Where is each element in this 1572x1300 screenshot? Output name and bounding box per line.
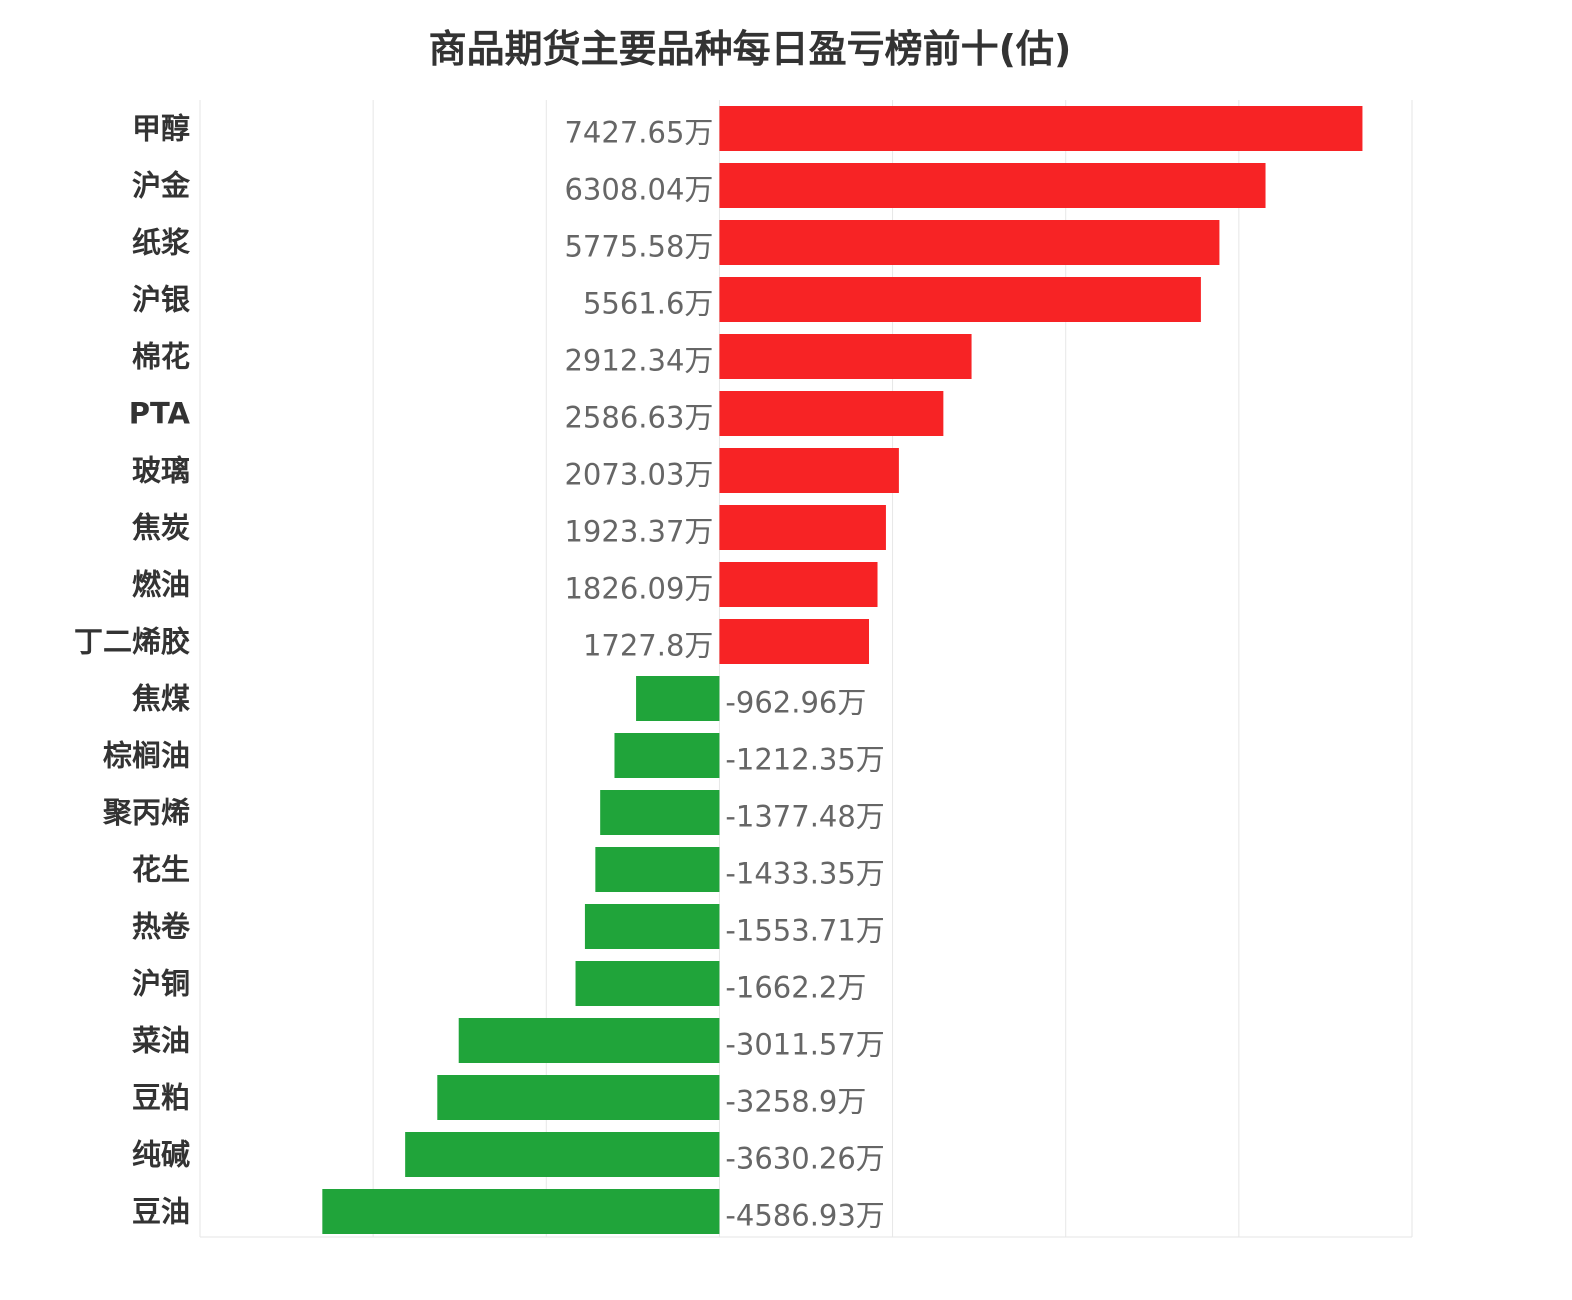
bar xyxy=(719,220,1220,265)
value-label: 2912.34万 xyxy=(564,344,713,378)
category-label: 棉花 xyxy=(132,340,190,374)
category-label: 沪金 xyxy=(132,169,191,203)
category-label: 甲醇 xyxy=(132,112,190,146)
bar xyxy=(719,163,1266,208)
value-label: -3630.26万 xyxy=(725,1142,884,1176)
category-label: 丁二烯胶 xyxy=(74,625,190,659)
bar xyxy=(636,676,720,721)
value-label: -1662.2万 xyxy=(725,971,866,1005)
bar xyxy=(719,106,1363,151)
category-label: 燃油 xyxy=(132,568,190,602)
value-label: 2073.03万 xyxy=(564,458,713,492)
gridlines xyxy=(199,100,1413,1238)
value-label: 5775.58万 xyxy=(564,230,713,264)
value-label: 2586.63万 xyxy=(564,401,713,435)
bar xyxy=(322,1189,720,1234)
bar xyxy=(719,334,972,379)
category-label: 沪银 xyxy=(132,283,190,317)
value-label: -1553.71万 xyxy=(725,914,884,948)
value-label: -1433.35万 xyxy=(725,857,884,891)
category-label: 纸浆 xyxy=(132,226,191,260)
category-label: 豆粕 xyxy=(132,1081,190,1115)
value-label: -1377.48万 xyxy=(725,800,884,834)
bar xyxy=(719,562,878,607)
category-label: 沪铜 xyxy=(132,967,190,1001)
bar xyxy=(600,790,720,835)
value-label: 1826.09万 xyxy=(564,572,713,606)
category-label: 花生 xyxy=(132,853,190,887)
value-label: 6308.04万 xyxy=(564,173,713,207)
category-label: 焦炭 xyxy=(132,511,190,545)
category-label: PTA xyxy=(129,397,191,431)
value-label: -1212.35万 xyxy=(725,743,884,777)
chart-title: 商品期货主要品种每日盈亏榜前十(估) xyxy=(428,27,1072,71)
bar xyxy=(719,391,944,436)
value-label: 7427.65万 xyxy=(564,116,713,150)
bar xyxy=(458,1018,720,1063)
bar xyxy=(614,733,720,778)
bar xyxy=(719,277,1201,322)
category-label: 热卷 xyxy=(132,910,191,944)
value-label: 5561.6万 xyxy=(583,287,713,321)
value-label: -4586.93万 xyxy=(725,1199,884,1233)
bar xyxy=(719,619,870,664)
category-label: 棕榈油 xyxy=(103,739,190,773)
category-label: 纯碱 xyxy=(132,1138,190,1172)
value-label: 1923.37万 xyxy=(564,515,713,549)
bars xyxy=(322,106,1363,1234)
category-label: 焦煤 xyxy=(132,682,190,716)
value-labels: 7427.65万 6308.04万 5775.58万 5561.6万 2912.34万 2… xyxy=(564,116,884,1233)
bar xyxy=(437,1075,720,1120)
bar xyxy=(584,904,720,949)
bar xyxy=(719,448,899,493)
bar xyxy=(405,1132,720,1177)
value-label: -962.96万 xyxy=(725,686,866,720)
bar xyxy=(575,961,720,1006)
bar xyxy=(595,847,720,892)
value-label: 1727.8万 xyxy=(583,629,713,663)
category-label: 豆油 xyxy=(132,1195,190,1229)
bar xyxy=(719,505,886,550)
value-label: -3258.9万 xyxy=(725,1085,866,1119)
category-label: 菜油 xyxy=(132,1024,190,1058)
value-label: -3011.57万 xyxy=(725,1028,884,1062)
category-label: 玻璃 xyxy=(132,454,190,488)
category-label: 聚丙烯 xyxy=(102,796,190,830)
